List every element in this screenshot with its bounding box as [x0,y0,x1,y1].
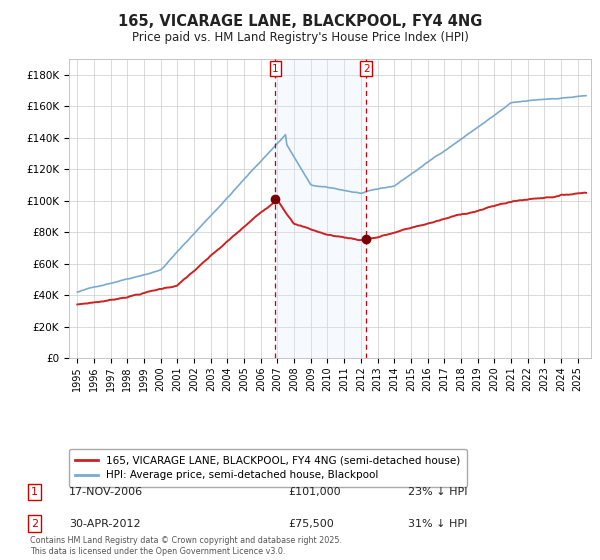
Bar [275,59,367,358]
Text: 30-APR-2012: 30-APR-2012 [69,519,140,529]
Text: 2: 2 [363,63,370,73]
Text: £101,000: £101,000 [288,487,341,497]
Text: 1: 1 [31,487,38,497]
Text: 1: 1 [272,63,279,73]
Text: Contains HM Land Registry data © Crown copyright and database right 2025.
This d: Contains HM Land Registry data © Crown c… [30,536,342,556]
Text: 23% ↓ HPI: 23% ↓ HPI [408,487,467,497]
Text: 2: 2 [31,519,38,529]
Text: 165, VICARAGE LANE, BLACKPOOL, FY4 4NG: 165, VICARAGE LANE, BLACKPOOL, FY4 4NG [118,14,482,29]
Legend: 165, VICARAGE LANE, BLACKPOOL, FY4 4NG (semi-detached house), HPI: Average price: 165, VICARAGE LANE, BLACKPOOL, FY4 4NG (… [69,449,467,487]
Text: 17-NOV-2006: 17-NOV-2006 [69,487,143,497]
Text: Price paid vs. HM Land Registry's House Price Index (HPI): Price paid vs. HM Land Registry's House … [131,31,469,44]
Text: £75,500: £75,500 [288,519,334,529]
Text: 31% ↓ HPI: 31% ↓ HPI [408,519,467,529]
